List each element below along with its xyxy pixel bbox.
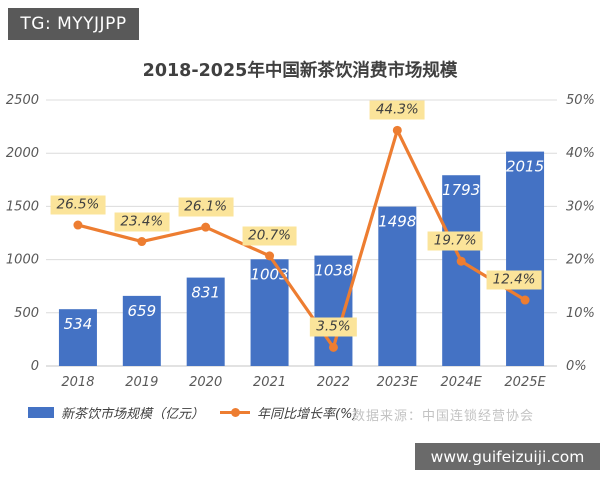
x-axis-label: 2023E [377,375,419,390]
data-source-text: 数据来源：中国连锁经营协会 [351,409,534,424]
left-axis-tick: 1500 [6,199,39,214]
bar-2021 [250,259,289,366]
x-axis-label: 2022 [317,375,350,390]
line-point-2018 [73,220,83,230]
line-point-2025E [520,295,530,305]
bar-2019 [122,295,161,366]
legend-item-market-size: 新茶饮市场规模（亿元） [28,403,204,422]
growth-label-2019: 23.4% [114,212,170,231]
growth-label-2021: 20.7% [242,226,298,246]
bar-value-label: 1793 [442,181,480,199]
right-axis-tick: 10% [566,306,595,321]
right-axis-tick: 0% [566,359,587,374]
x-axis-label: 2020 [189,375,222,390]
growth-label-2025E: 12.4% [486,270,542,290]
legend-label-market-size: 新茶饮市场规模（亿元） [61,407,205,422]
bar-2020 [186,277,225,366]
x-axis-label: 2024E [441,375,483,390]
growth-label-2020: 26.1% [178,197,234,217]
bar-value-label: 534 [64,315,93,333]
bar-2025E [506,151,545,366]
chart-legend: 新茶饮市场规模（亿元） 年同比增长率(%) [28,403,358,422]
x-axis-label: 2018 [61,375,94,390]
right-axis-tick: 30% [566,199,595,214]
bar-value-label: 659 [127,302,156,320]
right-axis-tick: 20% [566,253,595,268]
page-title: 2018-2025年中国新茶饮消费市场规模 [142,61,458,81]
growth-label-2018: 26.5% [50,195,106,215]
x-axis-label: 2019 [125,375,158,390]
tg-badge: TG: MYYJJPP [8,8,139,40]
line-point-2019 [137,237,147,247]
watermark-bar: www.guifeizuiji.com [415,443,600,470]
bar-series-swatch [28,407,54,418]
legend-label-growth-rate: 年同比增长率(%) [257,407,358,422]
tg-badge-text: TG: MYYJJPP [20,14,127,34]
right-axis-tick: 40% [566,146,595,161]
left-axis-tick: 0 [31,359,39,374]
left-axis-tick: 500 [14,306,39,321]
bar-value-label: 1038 [314,262,352,280]
watermark-url: www.guifeizuiji.com [430,447,585,466]
x-axis-label: 2021 [253,375,286,390]
growth-label-2022: 3.5% [310,317,357,337]
line-point-2021 [265,251,275,261]
line-point-2023E [392,125,402,135]
bar-value-label: 1498 [378,213,416,231]
bar-value-label: 831 [191,284,220,302]
left-axis-tick: 2500 [6,93,39,108]
left-axis-tick: 2000 [6,146,39,161]
left-axis-tick: 1000 [6,253,39,268]
bar-2023E [378,206,417,366]
growth-label-2024E: 19.7% [427,231,483,251]
growth-label-2023E: 44.3% [369,100,425,120]
line-point-2022 [328,342,338,352]
bar-2018 [58,309,97,366]
line-series-swatch [220,407,251,418]
line-point-2024E [456,256,466,266]
line-point-2020 [201,222,211,232]
bar-value-label: 2015 [506,158,544,176]
right-axis-tick: 50% [566,93,595,108]
legend-item-growth-rate: 年同比增长率(%) [220,403,358,422]
x-axis-label: 2025E [504,375,546,390]
